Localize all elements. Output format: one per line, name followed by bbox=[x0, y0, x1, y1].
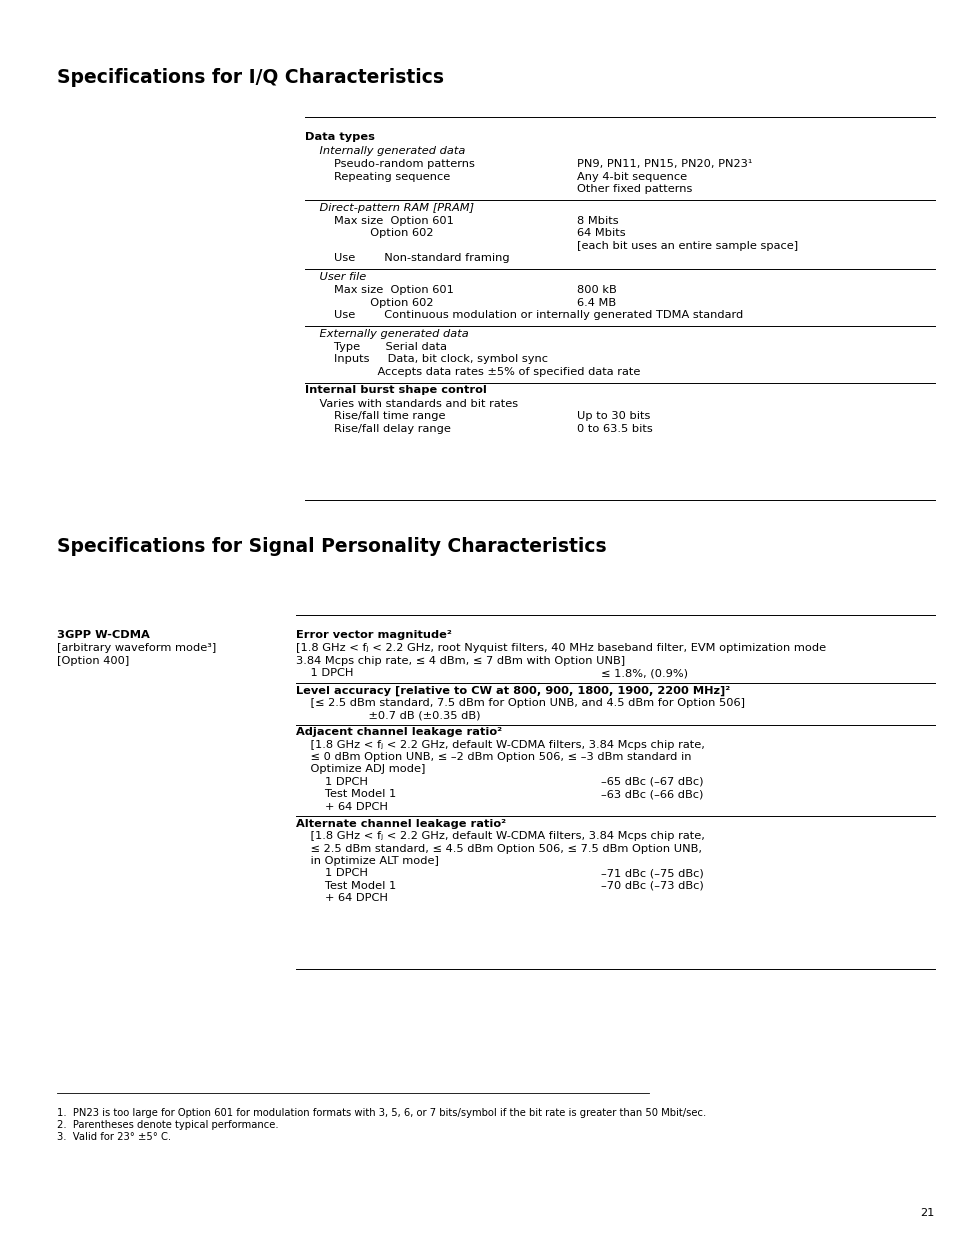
Text: ≤ 0 dBm Option UNB, ≤ –2 dBm Option 506, ≤ –3 dBm standard in: ≤ 0 dBm Option UNB, ≤ –2 dBm Option 506,… bbox=[295, 752, 691, 762]
Text: Test Model 1: Test Model 1 bbox=[295, 881, 395, 890]
Text: Specifications for Signal Personality Characteristics: Specifications for Signal Personality Ch… bbox=[57, 537, 606, 556]
Text: Up to 30 bits: Up to 30 bits bbox=[577, 411, 650, 421]
Text: + 64 DPCH: + 64 DPCH bbox=[295, 893, 387, 903]
Text: –65 dBc (–67 dBc): –65 dBc (–67 dBc) bbox=[600, 777, 702, 787]
Text: 1.  PN23 is too large for Option 601 for modulation formats with 3, 5, 6, or 7 b: 1. PN23 is too large for Option 601 for … bbox=[57, 1108, 706, 1118]
Text: Option 602: Option 602 bbox=[305, 228, 434, 238]
Text: Pseudo-random patterns: Pseudo-random patterns bbox=[305, 159, 475, 169]
Text: Adjacent channel leakage ratio²: Adjacent channel leakage ratio² bbox=[295, 727, 501, 737]
Text: Use        Continuous modulation or internally generated TDMA standard: Use Continuous modulation or internally … bbox=[305, 310, 742, 320]
Text: in Optimize ALT mode]: in Optimize ALT mode] bbox=[295, 856, 438, 866]
Text: + 64 DPCH: + 64 DPCH bbox=[295, 802, 387, 811]
Text: Optimize ADJ mode]: Optimize ADJ mode] bbox=[295, 764, 425, 774]
Text: Level accuracy [relative to CW at 800, 900, 1800, 1900, 2200 MHz]²: Level accuracy [relative to CW at 800, 9… bbox=[295, 685, 729, 695]
Text: Type       Serial data: Type Serial data bbox=[305, 342, 447, 352]
Text: Use        Non-standard framing: Use Non-standard framing bbox=[305, 253, 509, 263]
Text: Max size  Option 601: Max size Option 601 bbox=[305, 216, 454, 226]
Text: [each bit uses an entire sample space]: [each bit uses an entire sample space] bbox=[577, 241, 798, 251]
Text: Externally generated data: Externally generated data bbox=[305, 329, 469, 338]
Text: Any 4-bit sequence: Any 4-bit sequence bbox=[577, 172, 686, 182]
Text: Internally generated data: Internally generated data bbox=[305, 146, 465, 156]
Text: –70 dBc (–73 dBc): –70 dBc (–73 dBc) bbox=[600, 881, 703, 890]
Text: 8 Mbits: 8 Mbits bbox=[577, 216, 618, 226]
Text: Inputs     Data, bit clock, symbol sync: Inputs Data, bit clock, symbol sync bbox=[305, 354, 548, 364]
Text: –71 dBc (–75 dBc): –71 dBc (–75 dBc) bbox=[600, 868, 703, 878]
Text: Max size  Option 601: Max size Option 601 bbox=[305, 285, 454, 295]
Text: [arbitrary waveform mode³]: [arbitrary waveform mode³] bbox=[57, 643, 216, 653]
Text: Error vector magnitude²: Error vector magnitude² bbox=[295, 630, 451, 640]
Text: Internal burst shape control: Internal burst shape control bbox=[305, 385, 487, 395]
Text: User file: User file bbox=[305, 272, 366, 282]
Text: Rise/fall delay range: Rise/fall delay range bbox=[305, 424, 451, 433]
Text: Rise/fall time range: Rise/fall time range bbox=[305, 411, 445, 421]
Text: Alternate channel leakage ratio²: Alternate channel leakage ratio² bbox=[295, 819, 505, 829]
Text: [Option 400]: [Option 400] bbox=[57, 656, 130, 666]
Text: 1 DPCH: 1 DPCH bbox=[295, 668, 353, 678]
Text: [≤ 2.5 dBm standard, 7.5 dBm for Option UNB, and 4.5 dBm for Option 506]: [≤ 2.5 dBm standard, 7.5 dBm for Option … bbox=[295, 698, 744, 708]
Text: Varies with standards and bit rates: Varies with standards and bit rates bbox=[305, 399, 517, 409]
Text: ≤ 2.5 dBm standard, ≤ 4.5 dBm Option 506, ≤ 7.5 dBm Option UNB,: ≤ 2.5 dBm standard, ≤ 4.5 dBm Option 506… bbox=[295, 844, 701, 853]
Text: Test Model 1: Test Model 1 bbox=[295, 789, 395, 799]
Text: 3.  Valid for 23° ±5° C.: 3. Valid for 23° ±5° C. bbox=[57, 1132, 172, 1142]
Text: [1.8 GHz < fⱼ < 2.2 GHz, root Nyquist filters, 40 MHz baseband filter, EVM optim: [1.8 GHz < fⱼ < 2.2 GHz, root Nyquist fi… bbox=[295, 643, 825, 653]
Text: Specifications for I/Q Characteristics: Specifications for I/Q Characteristics bbox=[57, 68, 444, 86]
Text: [1.8 GHz < fⱼ < 2.2 GHz, default W-CDMA filters, 3.84 Mcps chip rate,: [1.8 GHz < fⱼ < 2.2 GHz, default W-CDMA … bbox=[295, 831, 704, 841]
Text: ±0.7 dB (±0.35 dB): ±0.7 dB (±0.35 dB) bbox=[295, 710, 479, 720]
Text: Direct-pattern RAM [PRAM]: Direct-pattern RAM [PRAM] bbox=[305, 203, 474, 212]
Text: 6.4 MB: 6.4 MB bbox=[577, 298, 616, 308]
Text: Repeating sequence: Repeating sequence bbox=[305, 172, 450, 182]
Text: 3GPP W-CDMA: 3GPP W-CDMA bbox=[57, 630, 150, 640]
Text: [1.8 GHz < fⱼ < 2.2 GHz, default W-CDMA filters, 3.84 Mcps chip rate,: [1.8 GHz < fⱼ < 2.2 GHz, default W-CDMA … bbox=[295, 740, 704, 750]
Text: PN9, PN11, PN15, PN20, PN23¹: PN9, PN11, PN15, PN20, PN23¹ bbox=[577, 159, 752, 169]
Text: Accepts data rates ±5% of specified data rate: Accepts data rates ±5% of specified data… bbox=[305, 367, 640, 377]
Text: Option 602: Option 602 bbox=[305, 298, 434, 308]
Text: –63 dBc (–66 dBc): –63 dBc (–66 dBc) bbox=[600, 789, 702, 799]
Text: 1 DPCH: 1 DPCH bbox=[295, 777, 367, 787]
Text: 64 Mbits: 64 Mbits bbox=[577, 228, 625, 238]
Text: 800 kB: 800 kB bbox=[577, 285, 617, 295]
Text: 21: 21 bbox=[920, 1208, 934, 1218]
Text: 0 to 63.5 bits: 0 to 63.5 bits bbox=[577, 424, 652, 433]
Text: 2.  Parentheses denote typical performance.: 2. Parentheses denote typical performanc… bbox=[57, 1120, 278, 1130]
Text: Other fixed patterns: Other fixed patterns bbox=[577, 184, 692, 194]
Text: 3.84 Mcps chip rate, ≤ 4 dBm, ≤ 7 dBm with Option UNB]: 3.84 Mcps chip rate, ≤ 4 dBm, ≤ 7 dBm wi… bbox=[295, 656, 624, 666]
Text: ≤ 1.8%, (0.9%): ≤ 1.8%, (0.9%) bbox=[600, 668, 687, 678]
Text: 1 DPCH: 1 DPCH bbox=[295, 868, 367, 878]
Text: Data types: Data types bbox=[305, 132, 375, 142]
